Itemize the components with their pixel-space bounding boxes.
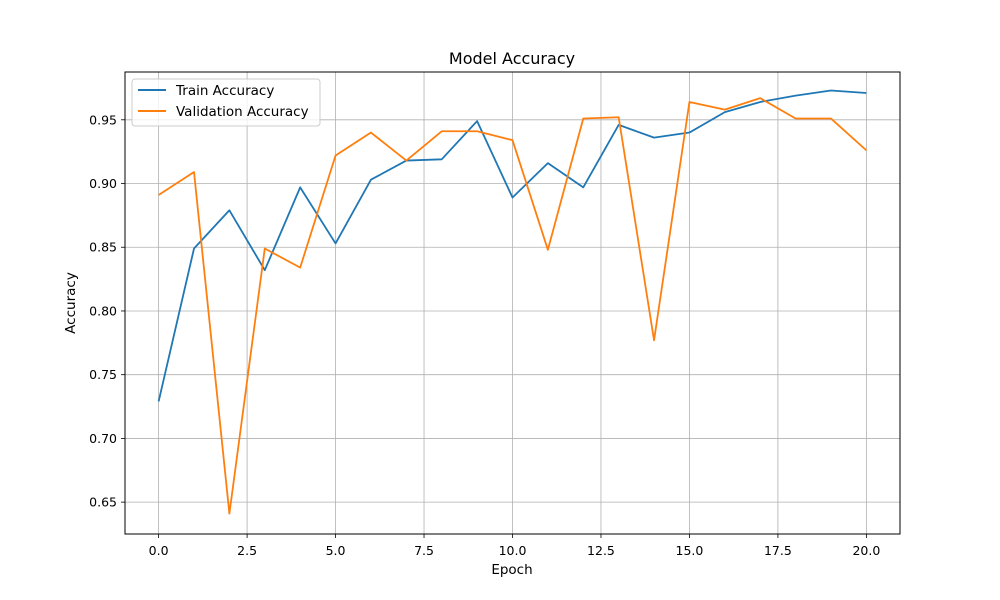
series-lines: [157, 89, 867, 515]
y-tick-label: 0.70: [89, 431, 117, 446]
legend: Train Accuracy Validation Accuracy: [131, 78, 321, 127]
train-accuracy-line: [157, 89, 867, 402]
x-tick-label: 0.0: [149, 543, 169, 558]
x-tick-label: 12.5: [587, 543, 615, 558]
validation-accuracy-line: [158, 97, 867, 515]
x-tick-label: 10.0: [499, 543, 527, 558]
x-tick-label: 15.0: [676, 543, 704, 558]
x-tick-label: 17.5: [764, 543, 792, 558]
legend-box: [131, 78, 321, 127]
x-tick-label: 20.0: [852, 543, 880, 558]
y-tick-label: 0.90: [89, 176, 117, 191]
x-tick-label: 7.5: [414, 543, 434, 558]
grid-lines: [125, 72, 900, 534]
chart-title: Model Accuracy: [449, 49, 575, 68]
y-tick-label: 0.85: [89, 240, 117, 255]
y-axis-label: Accuracy: [63, 272, 79, 334]
x-tick-label: 2.5: [237, 543, 257, 558]
legend-label-validation: Validation Accuracy: [176, 104, 309, 120]
y-tick-label: 0.95: [89, 112, 117, 127]
y-tick-label: 0.65: [89, 495, 117, 510]
y-tick-label: 0.80: [89, 303, 117, 318]
axis-ticks: 0.0 2.5 5.0 7.5 10.0 12.5 15.0 17.5 20.0 0.65 0.70…: [89, 112, 880, 558]
y-tick-label: 0.75: [89, 367, 117, 382]
x-axis-label: Epoch: [491, 562, 532, 578]
legend-label-train: Train Accuracy: [175, 83, 274, 99]
x-tick-label: 5.0: [326, 543, 346, 558]
